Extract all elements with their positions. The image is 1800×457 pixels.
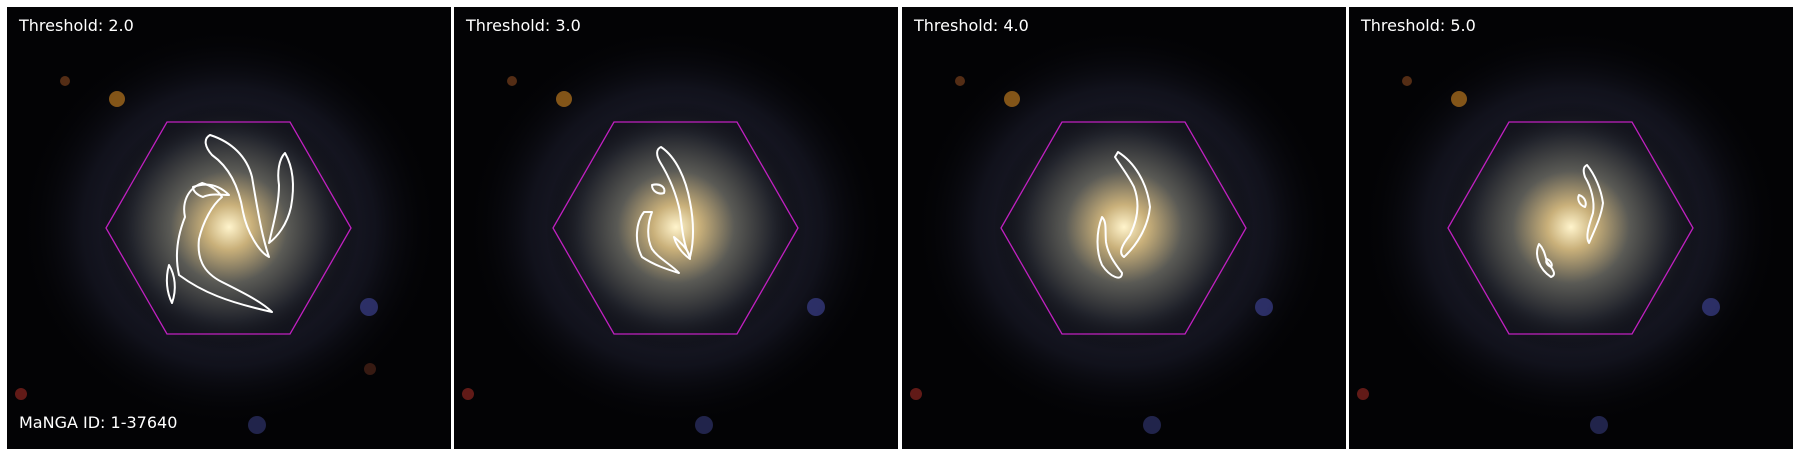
manga-id-label: MaNGA ID: 1-37640 (19, 413, 178, 432)
manga-ifu-hexagon (552, 121, 799, 335)
galaxy-image (1349, 7, 1793, 449)
galaxy-panel-threshold-4: Threshold: 4.0 (902, 7, 1346, 449)
galaxy-panel-threshold-5: Threshold: 5.0 (1349, 7, 1793, 449)
threshold-label: Threshold: 4.0 (914, 16, 1029, 35)
galaxy-panel-threshold-3: Threshold: 3.0 (454, 7, 898, 449)
threshold-label: Threshold: 5.0 (1361, 16, 1476, 35)
galaxy-panel-threshold-2: Threshold: 2.0 MaNGA ID: 1-37640 (7, 7, 451, 449)
galaxy-image (902, 7, 1346, 449)
manga-ifu-hexagon (1447, 121, 1694, 335)
contour-lines (1536, 164, 1604, 278)
galaxy-image (454, 7, 898, 449)
threshold-label: Threshold: 2.0 (19, 16, 134, 35)
threshold-label: Threshold: 3.0 (466, 16, 581, 35)
contour-lines (636, 146, 694, 274)
manga-ifu-hexagon (1000, 121, 1247, 335)
contour-lines (1096, 151, 1151, 279)
contour-lines (165, 134, 294, 313)
manga-ifu-hexagon (105, 121, 352, 335)
galaxy-image (7, 7, 451, 449)
